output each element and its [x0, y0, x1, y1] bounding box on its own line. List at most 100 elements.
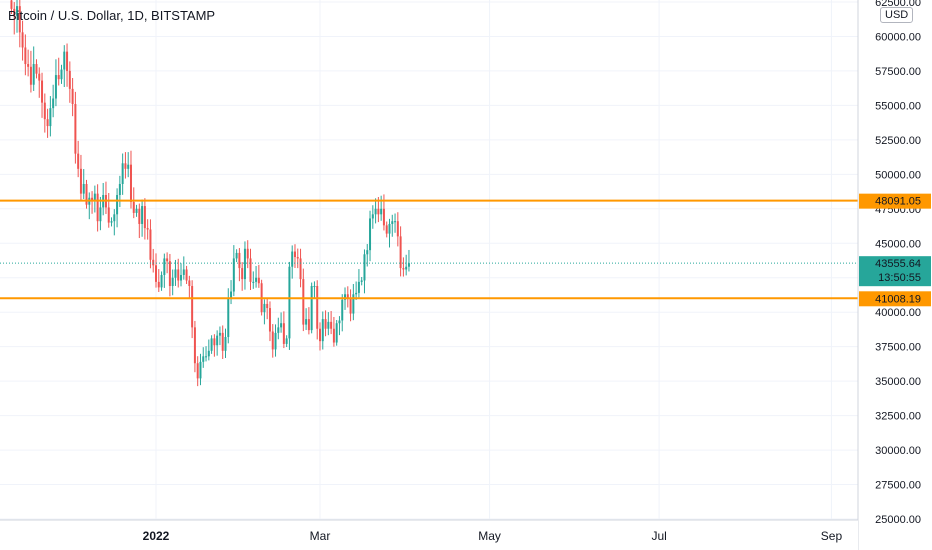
candle	[116, 188, 119, 228]
candle	[232, 245, 235, 297]
candle-body	[168, 261, 171, 287]
candle	[124, 152, 127, 179]
candle	[54, 59, 57, 107]
candle	[402, 257, 405, 277]
candle	[285, 335, 288, 348]
candle	[71, 78, 74, 117]
horizontal-line-label-2: 41008.19	[859, 291, 931, 307]
candle-body	[52, 98, 55, 109]
candle	[266, 298, 269, 320]
candle-body	[288, 266, 291, 339]
candle	[49, 96, 52, 137]
candle	[277, 317, 280, 340]
candle	[129, 150, 132, 209]
candle-body	[257, 277, 260, 284]
candle-body	[319, 328, 321, 342]
candle	[224, 328, 227, 358]
candle-body	[407, 263, 410, 267]
candle	[88, 192, 91, 220]
candle-body	[149, 229, 152, 260]
candle-body	[310, 286, 313, 331]
candle	[24, 34, 27, 76]
candle-body	[341, 299, 344, 321]
candle-body	[335, 323, 338, 343]
candle	[66, 43, 69, 87]
price-tick-label: 57500.00	[875, 66, 921, 78]
candle	[138, 203, 141, 239]
candle-body	[338, 320, 341, 324]
price-tick-label: 35000.00	[875, 376, 921, 388]
candle-body	[207, 350, 210, 357]
candle-body	[332, 328, 335, 343]
candle	[374, 198, 377, 224]
price-label-text: 41008.19	[875, 293, 921, 305]
candle	[163, 253, 166, 288]
candle	[341, 294, 344, 332]
candle	[174, 259, 177, 286]
candle-body	[107, 207, 110, 223]
candle	[235, 249, 238, 263]
candle	[107, 192, 110, 228]
candle-body	[27, 64, 30, 67]
candle	[396, 212, 399, 247]
candle-body	[160, 274, 163, 288]
candle	[160, 271, 163, 291]
price-tick-label: 32500.00	[875, 411, 921, 423]
candle	[357, 269, 360, 298]
candle	[149, 219, 152, 269]
candle-body	[96, 193, 99, 222]
candle-body	[171, 277, 174, 287]
candle-body	[85, 183, 88, 205]
candle-body	[79, 168, 82, 194]
candle-body	[252, 281, 255, 283]
candle	[155, 253, 157, 288]
candle	[110, 217, 113, 227]
candle-body	[369, 218, 372, 251]
candle-body	[113, 214, 116, 222]
candle	[280, 312, 283, 333]
last-price-label: 43555.64 13:50:55	[859, 256, 931, 287]
candle	[188, 275, 191, 299]
candle	[96, 184, 99, 232]
candle	[252, 271, 255, 289]
candle-body	[143, 206, 146, 229]
candle-body	[221, 332, 224, 351]
candle-body	[355, 292, 358, 295]
candle-body	[54, 75, 57, 99]
candle-body	[363, 254, 366, 281]
candle-body	[218, 332, 221, 336]
candle	[13, 2, 16, 35]
candle	[246, 240, 249, 269]
candle-body	[249, 258, 252, 282]
price-tick-label: 52500.00	[875, 135, 921, 147]
candle	[168, 253, 171, 297]
candle-body	[43, 102, 46, 120]
candle	[193, 320, 196, 373]
candle-body	[77, 153, 80, 169]
candle	[257, 264, 260, 288]
candle	[399, 226, 402, 277]
candle-body	[60, 69, 63, 80]
currency-button[interactable]: USD	[880, 7, 914, 23]
candle-body	[205, 356, 208, 358]
candle	[35, 59, 38, 79]
candle-body	[24, 47, 27, 65]
candle	[199, 353, 202, 386]
candle-body	[349, 298, 352, 314]
candle-body	[68, 70, 71, 89]
price-label-bg	[859, 193, 931, 209]
candle	[330, 311, 333, 335]
candle-body	[110, 221, 113, 223]
candle-body	[277, 327, 280, 333]
candle	[99, 196, 102, 231]
candle-body	[266, 303, 269, 309]
candle	[91, 191, 94, 214]
candle-body	[116, 195, 119, 215]
candle-body	[152, 259, 155, 266]
candle-body	[246, 248, 249, 259]
candle-body	[182, 269, 185, 275]
candle-body	[316, 286, 319, 329]
candle-body	[193, 327, 196, 364]
